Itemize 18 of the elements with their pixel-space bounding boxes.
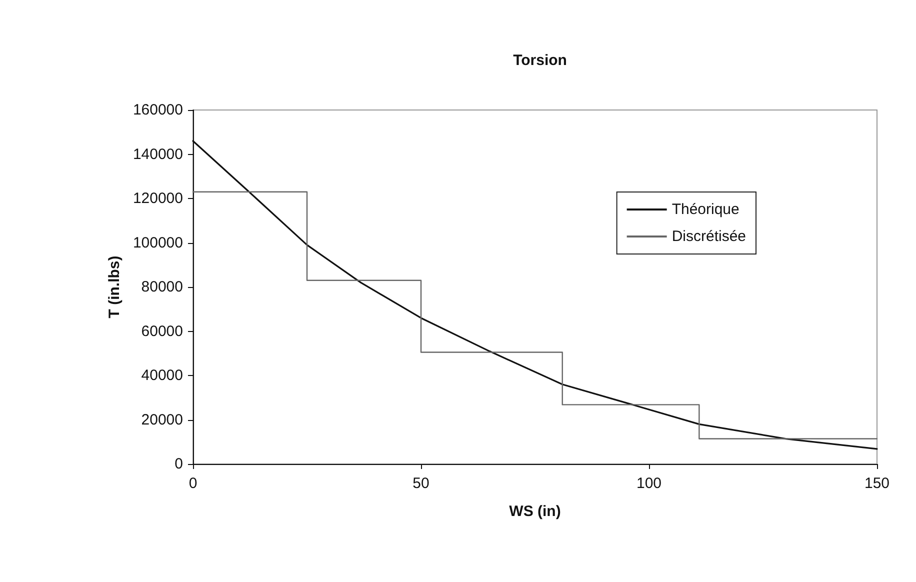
y-tick-label: 140000 <box>132 146 183 163</box>
y-tick-label: 60000 <box>141 322 183 340</box>
y-tick-label: 0 <box>174 456 183 472</box>
x-tick-label: 50 <box>412 475 430 492</box>
x-tick-label: 0 <box>188 475 198 492</box>
y-axis-title: T (in.lbs) <box>106 256 124 318</box>
y-tick-label: 80000 <box>141 278 183 296</box>
x-axis-title: WS (in) <box>509 503 561 520</box>
y-tick-label: 100000 <box>132 234 183 252</box>
legend-label: Théorique <box>672 201 740 218</box>
y-tick-label: 160000 <box>132 102 183 118</box>
y-tick-label: 20000 <box>141 411 183 428</box>
y-tick-label: 40000 <box>141 367 183 384</box>
x-tick-label: 100 <box>636 475 662 492</box>
legend-label: Discrétisée <box>672 228 746 245</box>
y-tick-label: 120000 <box>132 190 183 207</box>
x-tick-label: 150 <box>864 475 890 492</box>
chart-title: Torsion <box>513 52 567 69</box>
